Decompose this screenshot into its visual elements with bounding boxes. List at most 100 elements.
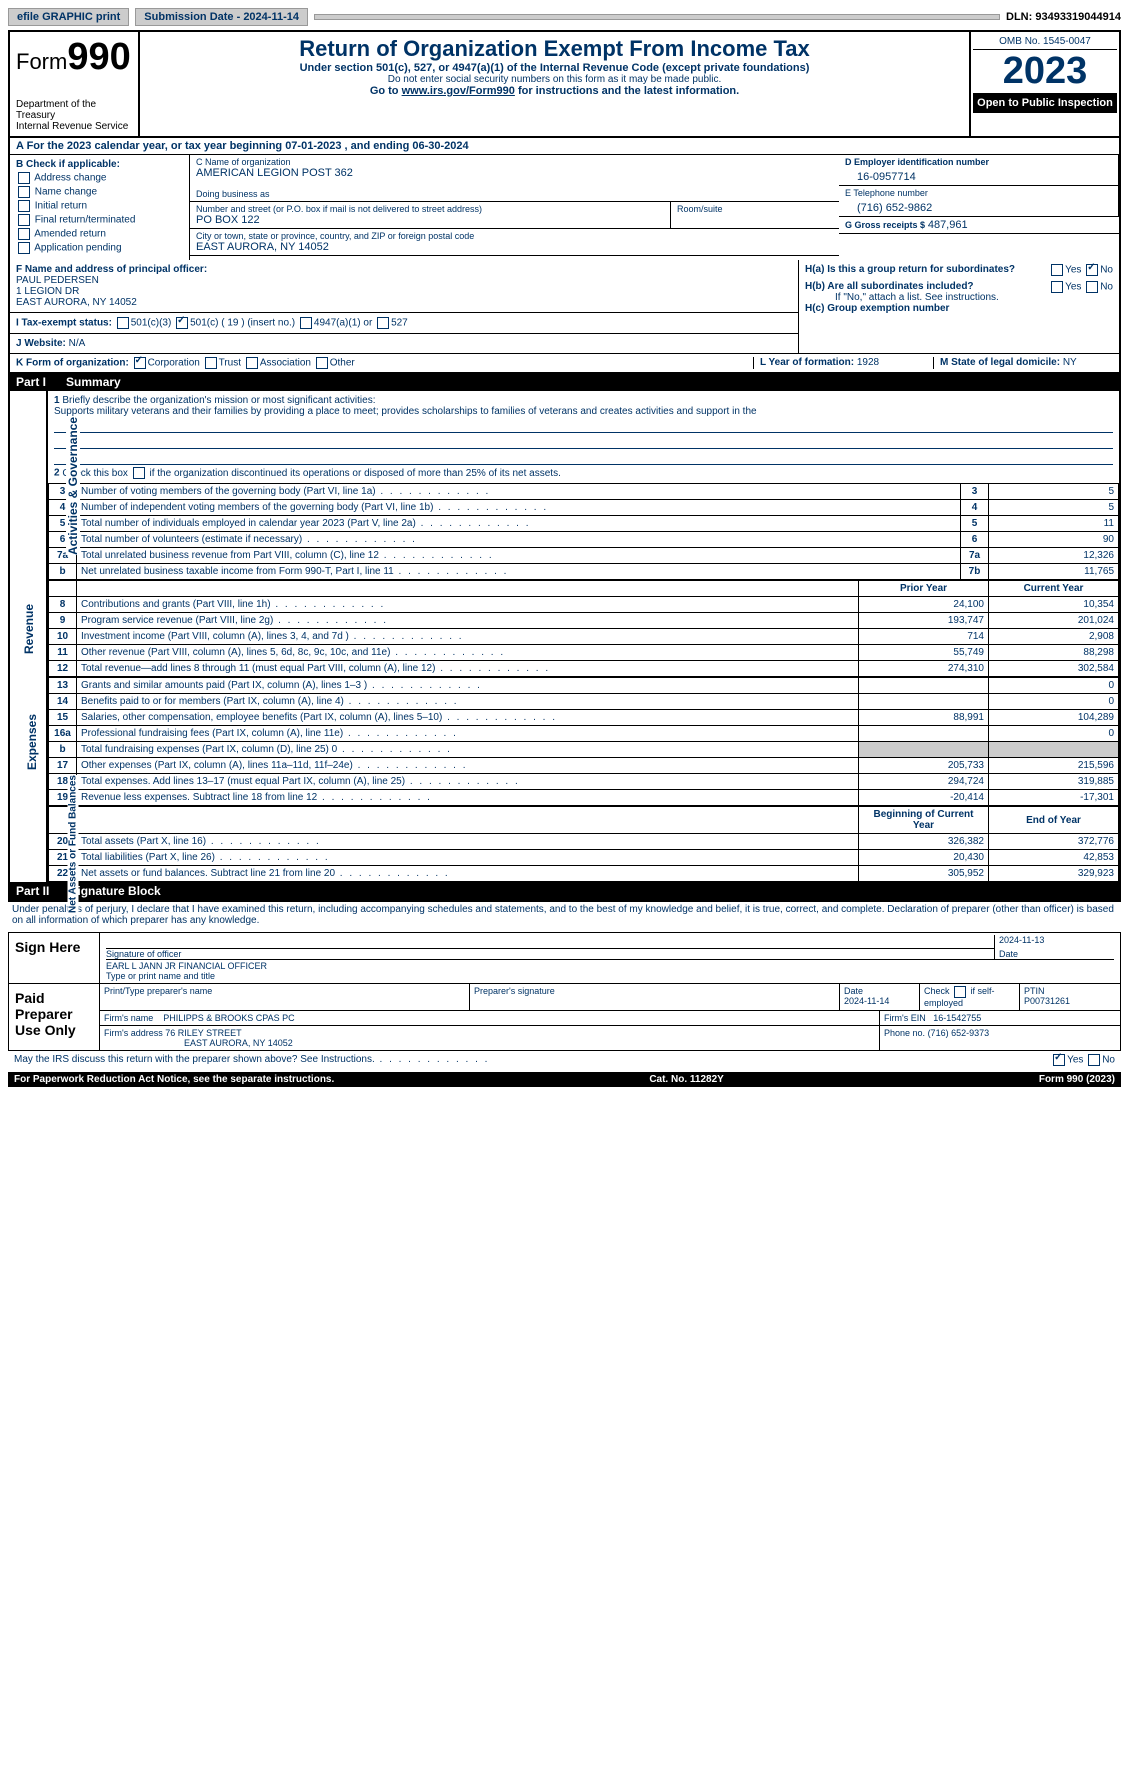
checkbox[interactable]	[18, 242, 30, 254]
paid-preparer-label: Paid Preparer Use Only	[9, 984, 99, 1050]
table-row: Number of independent voting members of …	[77, 500, 961, 516]
discuss-yes[interactable]	[1053, 1054, 1065, 1066]
tax-exempt-label: I Tax-exempt status:	[16, 318, 112, 329]
hb-yes[interactable]	[1051, 281, 1063, 293]
ha-yes[interactable]	[1051, 264, 1063, 276]
officer-addr2: EAST AURORA, NY 14052	[16, 297, 792, 308]
table-row: Other revenue (Part VIII, column (A), li…	[77, 645, 859, 661]
netassets-tab: Net Assets or Fund Balances	[68, 775, 79, 913]
open-to-public: Open to Public Inspection	[973, 93, 1117, 113]
top-bar-spacer	[314, 14, 1000, 20]
hb-label: H(b) Are all subordinates included?	[805, 281, 974, 292]
footer-right: Form 990 (2023)	[1039, 1074, 1115, 1085]
other-checkbox[interactable]	[316, 357, 328, 369]
firm-phone: (716) 652-9373	[928, 1028, 990, 1038]
irs-link[interactable]: www.irs.gov/Form990	[402, 85, 515, 97]
table-row: Total number of individuals employed in …	[77, 516, 961, 532]
checkbox[interactable]	[18, 200, 30, 212]
signature-block: Sign Here 2024-11-13 Signature of office…	[8, 932, 1121, 1051]
hc-label: H(c) Group exemption number	[805, 303, 949, 314]
department: Department of the Treasury Internal Reve…	[16, 99, 132, 132]
discuss-text: May the IRS discuss this return with the…	[14, 1054, 489, 1065]
form-title: Return of Organization Exempt From Incom…	[144, 36, 965, 62]
table-row: Grants and similar amounts paid (Part IX…	[77, 678, 859, 694]
sign-date: 2024-11-13	[994, 935, 1114, 949]
table-row: Revenue less expenses. Subtract line 18 …	[77, 790, 859, 806]
ein-label: D Employer identification number	[845, 157, 1112, 167]
dln: DLN: 93493319044914	[1006, 11, 1121, 23]
section-b: B Check if applicable: Address change Na…	[10, 155, 190, 260]
sign-here-label: Sign Here	[9, 933, 99, 983]
assoc-checkbox[interactable]	[246, 357, 258, 369]
firm-ein: 16-1542755	[933, 1013, 981, 1023]
table-row: Number of voting members of the governin…	[77, 484, 961, 500]
527-checkbox[interactable]	[377, 317, 389, 329]
table-row: Salaries, other compensation, employee b…	[77, 710, 859, 726]
tax-year: 2023	[973, 50, 1117, 93]
line2-text: Check this box if the organization disco…	[62, 468, 561, 479]
ha-label: H(a) Is this a group return for subordin…	[805, 264, 1015, 275]
form-container: Form990 Department of the Treasury Inter…	[8, 30, 1121, 902]
self-employed-checkbox[interactable]	[954, 986, 966, 998]
phone: (716) 652-9862	[845, 198, 1112, 214]
table-row: Total assets (Part X, line 16)	[77, 834, 859, 850]
form-org-label: K Form of organization:	[16, 358, 129, 369]
checkbox[interactable]	[18, 172, 30, 184]
table-row: Total fundraising expenses (Part IX, col…	[77, 742, 859, 758]
501c-checkbox[interactable]	[176, 317, 188, 329]
4947-checkbox[interactable]	[300, 317, 312, 329]
corp-checkbox[interactable]	[134, 357, 146, 369]
gross-label: G Gross receipts $	[845, 220, 925, 230]
trust-checkbox[interactable]	[205, 357, 217, 369]
line-a: A For the 2023 calendar year, or tax yea…	[10, 138, 1119, 155]
hb-note: If "No," attach a list. See instructions…	[805, 292, 1113, 303]
checkbox[interactable]	[18, 228, 30, 240]
form-note2: Go to www.irs.gov/Form990 for instructio…	[144, 85, 965, 97]
table-row: Professional fundraising fees (Part IX, …	[77, 726, 859, 742]
top-bar: efile GRAPHIC print Submission Date - 20…	[8, 8, 1121, 26]
table-row: Total unrelated business revenue from Pa…	[77, 548, 961, 564]
declaration: Under penalties of perjury, I declare th…	[8, 902, 1121, 928]
city-label: City or town, state or province, country…	[196, 231, 833, 241]
omb-number: OMB No. 1545-0047	[973, 34, 1117, 50]
footer-left: For Paperwork Reduction Act Notice, see …	[14, 1074, 334, 1085]
website: N/A	[69, 338, 86, 349]
ptin: P00731261	[1024, 996, 1070, 1006]
mission-label: Briefly describe the organization's miss…	[62, 395, 375, 406]
revenue-tab: Revenue	[22, 603, 36, 653]
website-label: J Website:	[16, 338, 66, 349]
mission-text: Supports military veterans and their fam…	[54, 406, 757, 417]
firm-name: PHILIPPS & BROOKS CPAS PC	[163, 1013, 294, 1023]
mission-line	[54, 451, 1113, 465]
name-label: C Name of organization	[196, 157, 833, 167]
table-row: Total revenue—add lines 8 through 11 (mu…	[77, 661, 859, 677]
governance-tab: Activities & Governance	[66, 416, 80, 554]
discontinued-checkbox[interactable]	[133, 467, 145, 479]
city: EAST AURORA, NY 14052	[196, 241, 833, 253]
footer-center: Cat. No. 11282Y	[649, 1074, 723, 1085]
table-row: Total expenses. Add lines 13–17 (must eq…	[77, 774, 859, 790]
hb-no[interactable]	[1086, 281, 1098, 293]
submission-date: Submission Date - 2024-11-14	[135, 8, 308, 26]
form-subtitle: Under section 501(c), 527, or 4947(a)(1)…	[144, 62, 965, 74]
table-row: Benefits paid to or for members (Part IX…	[77, 694, 859, 710]
table-row: Investment income (Part VIII, column (A)…	[77, 629, 859, 645]
org-name: AMERICAN LEGION POST 362	[196, 167, 833, 179]
checkbox[interactable]	[18, 186, 30, 198]
form-number: Form990	[16, 36, 132, 79]
table-row: Net assets or fund balances. Subtract li…	[77, 866, 859, 882]
gross-receipts: 487,961	[928, 219, 968, 231]
discuss-no[interactable]	[1088, 1054, 1100, 1066]
table-row: Program service revenue (Part VIII, line…	[77, 613, 859, 629]
phone-label: E Telephone number	[845, 188, 1112, 198]
checkbox[interactable]	[18, 214, 30, 226]
part2-header: Part IISignature Block	[10, 882, 1119, 900]
501c3-checkbox[interactable]	[117, 317, 129, 329]
ha-no[interactable]	[1086, 264, 1098, 276]
table-row: Total number of volunteers (estimate if …	[77, 532, 961, 548]
preparer-date: 2024-11-14	[844, 996, 889, 1006]
efile-button[interactable]: efile GRAPHIC print	[8, 8, 129, 26]
table-row: Other expenses (Part IX, column (A), lin…	[77, 758, 859, 774]
mission-line	[54, 435, 1113, 449]
table-row: Net unrelated business taxable income fr…	[77, 564, 961, 580]
